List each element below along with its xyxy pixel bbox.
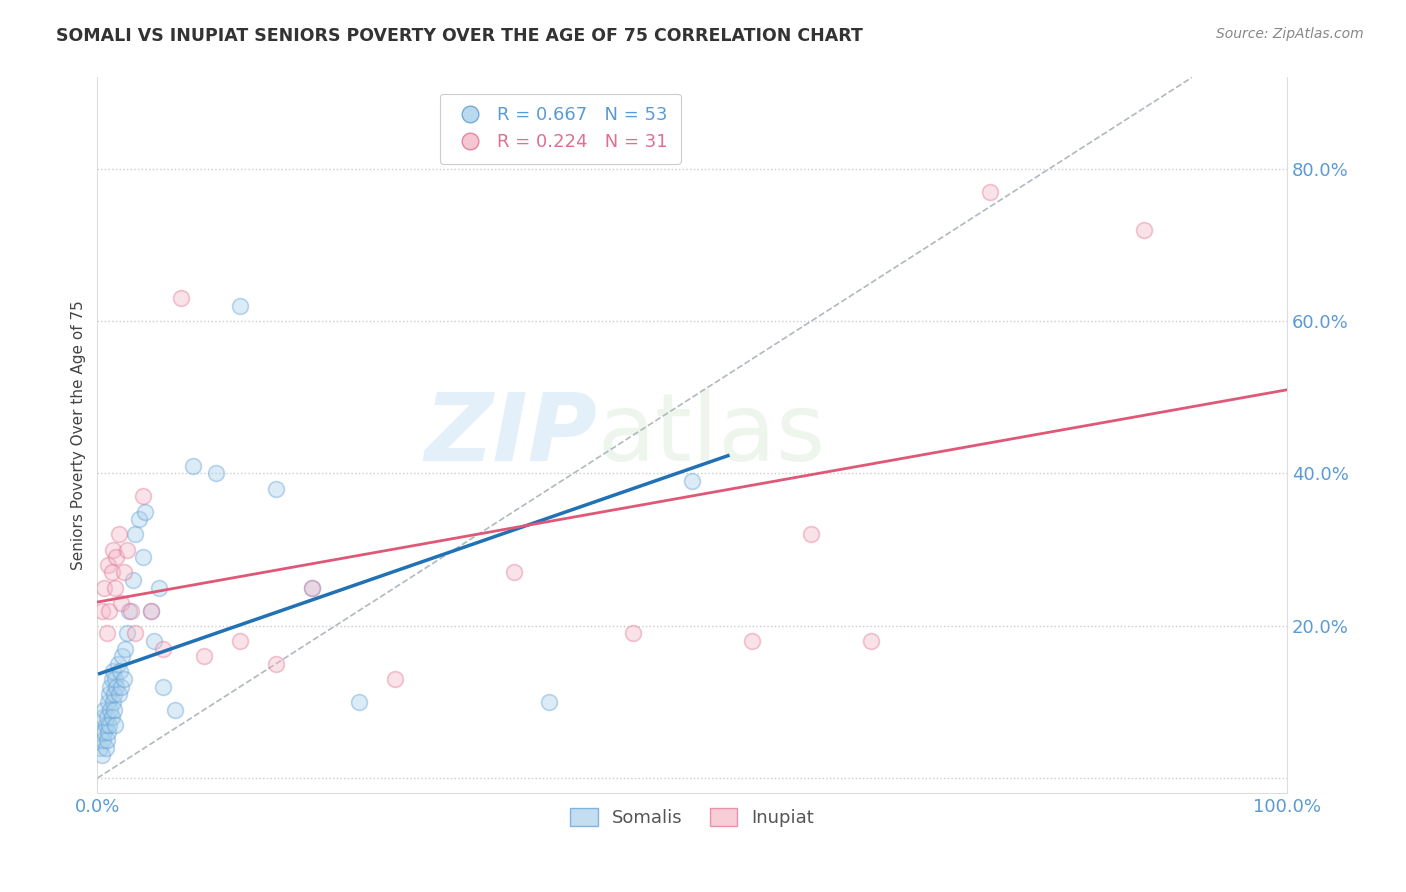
Point [101, 665, 124, 679]
Point [120, 603, 142, 617]
Point [621, 626, 644, 640]
Point [96, 733, 118, 747]
Point [100, 710, 122, 724]
Legend: Somalis, Inupiat: Somalis, Inupiat [564, 801, 821, 834]
Point [110, 596, 132, 610]
Point [100, 566, 122, 580]
Point [502, 566, 524, 580]
Point [108, 665, 131, 679]
Point [100, 680, 122, 694]
Point [91, 603, 114, 617]
Point [118, 603, 141, 617]
Point [347, 695, 370, 709]
Point [538, 695, 561, 709]
Point [98, 603, 121, 617]
Point [301, 581, 323, 595]
Point [122, 573, 145, 587]
Point [112, 672, 135, 686]
Point [152, 680, 174, 694]
Point [97, 695, 120, 709]
Point [101, 695, 124, 709]
Point [100, 672, 122, 686]
Point [1133, 223, 1156, 237]
Point [193, 649, 215, 664]
Point [98, 687, 121, 701]
Point [94, 718, 117, 732]
Text: SOMALI VS INUPIAT SENIORS POVERTY OVER THE AGE OF 75 CORRELATION CHART: SOMALI VS INUPIAT SENIORS POVERTY OVER T… [56, 27, 863, 45]
Point [800, 527, 823, 541]
Point [101, 542, 124, 557]
Point [97, 558, 120, 572]
Point [115, 626, 138, 640]
Point [107, 687, 129, 701]
Point [93, 725, 115, 739]
Point [169, 291, 191, 305]
Point [107, 527, 129, 541]
Point [91, 733, 114, 747]
Point [384, 672, 406, 686]
Point [105, 680, 128, 694]
Point [979, 185, 1001, 199]
Point [110, 680, 132, 694]
Point [264, 482, 287, 496]
Point [91, 710, 114, 724]
Point [103, 687, 125, 701]
Point [104, 672, 127, 686]
Point [93, 581, 115, 595]
Point [105, 550, 128, 565]
Point [96, 710, 118, 724]
Text: Source: ZipAtlas.com: Source: ZipAtlas.com [1216, 27, 1364, 41]
Point [100, 702, 122, 716]
Point [139, 603, 162, 617]
Point [131, 550, 153, 565]
Y-axis label: Seniors Poverty Over the Age of 75: Seniors Poverty Over the Age of 75 [72, 301, 86, 570]
Text: atlas: atlas [598, 390, 825, 482]
Point [111, 649, 134, 664]
Point [741, 634, 763, 648]
Point [115, 542, 138, 557]
Point [107, 657, 129, 671]
Point [94, 740, 117, 755]
Point [181, 458, 204, 473]
Point [124, 626, 146, 640]
Point [859, 634, 882, 648]
Point [124, 527, 146, 541]
Point [139, 603, 162, 617]
Point [98, 718, 121, 732]
Point [681, 474, 703, 488]
Point [112, 566, 135, 580]
Point [93, 702, 115, 716]
Point [152, 641, 174, 656]
Point [229, 299, 252, 313]
Point [301, 581, 323, 595]
Point [89, 740, 111, 755]
Point [128, 512, 150, 526]
Point [103, 702, 125, 716]
Point [114, 641, 136, 656]
Point [163, 702, 186, 716]
Point [91, 748, 114, 763]
Point [104, 718, 127, 732]
Point [205, 467, 228, 481]
Point [264, 657, 287, 671]
Point [134, 504, 156, 518]
Point [97, 725, 120, 739]
Point [229, 634, 252, 648]
Point [143, 634, 166, 648]
Point [131, 489, 153, 503]
Point [96, 626, 118, 640]
Point [90, 725, 112, 739]
Text: ZIP: ZIP [425, 390, 598, 482]
Point [104, 581, 127, 595]
Point [148, 581, 170, 595]
